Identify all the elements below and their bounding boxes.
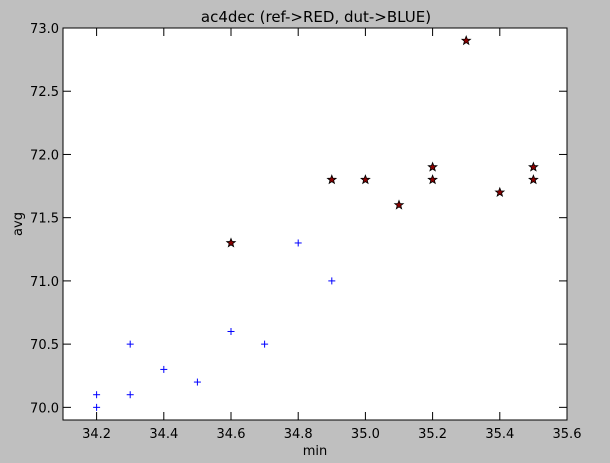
dut-plus-point xyxy=(227,327,235,335)
x-axis-label: min xyxy=(303,444,328,459)
dut-plus-point xyxy=(328,277,336,285)
plot-area xyxy=(62,27,568,421)
ref-star-point xyxy=(528,174,539,185)
ref-star-point xyxy=(427,174,438,185)
y-tick-label: 72.5 xyxy=(30,85,59,100)
axis-ticks: 34.2 34.4 34.6 34.8 35.0 35.2 35.4 35.6 70.0 70.5… xyxy=(30,22,581,442)
dut-plus-point xyxy=(261,340,269,348)
y-tick-label: 71.5 xyxy=(30,212,59,227)
x-tick-label: 35.6 xyxy=(553,427,582,442)
y-tick-label: 72.0 xyxy=(30,148,59,163)
x-tick-label: 35.0 xyxy=(351,427,380,442)
x-tick-label: 34.6 xyxy=(217,427,246,442)
x-tick-label: 35.4 xyxy=(485,427,514,442)
y-tick-label: 70.5 xyxy=(30,338,59,353)
ref-star-point xyxy=(460,35,472,46)
dut-plus-point xyxy=(126,391,134,399)
dut-plus-point xyxy=(294,239,302,247)
chart-title: ac4dec (ref->RED, dut->BLUE) xyxy=(201,8,431,26)
y-axis-label: avg xyxy=(11,212,26,236)
dut-plus-point xyxy=(93,403,101,411)
x-tick-label: 35.2 xyxy=(418,427,447,442)
ref-star-point xyxy=(360,174,371,185)
y-tick-label: 73.0 xyxy=(30,22,59,37)
ref-star-point xyxy=(326,174,338,185)
dut-plus-point xyxy=(126,340,134,348)
y-tick-label: 70.0 xyxy=(30,401,59,416)
ref-star-point xyxy=(225,237,237,248)
dut-plus-point xyxy=(93,391,101,399)
ref-star-point xyxy=(427,161,438,172)
dut-plus-point xyxy=(193,378,201,386)
y-tick-label: 71.0 xyxy=(30,275,59,290)
x-tick-label: 34.8 xyxy=(284,427,313,442)
ref-star-point xyxy=(528,161,539,172)
x-tick-label: 34.4 xyxy=(149,427,178,442)
dut-plus-point xyxy=(160,365,168,373)
data-points xyxy=(93,35,539,411)
ref-star-point xyxy=(494,186,506,197)
x-tick-label: 34.2 xyxy=(82,427,111,442)
ref-star-point xyxy=(393,199,405,210)
